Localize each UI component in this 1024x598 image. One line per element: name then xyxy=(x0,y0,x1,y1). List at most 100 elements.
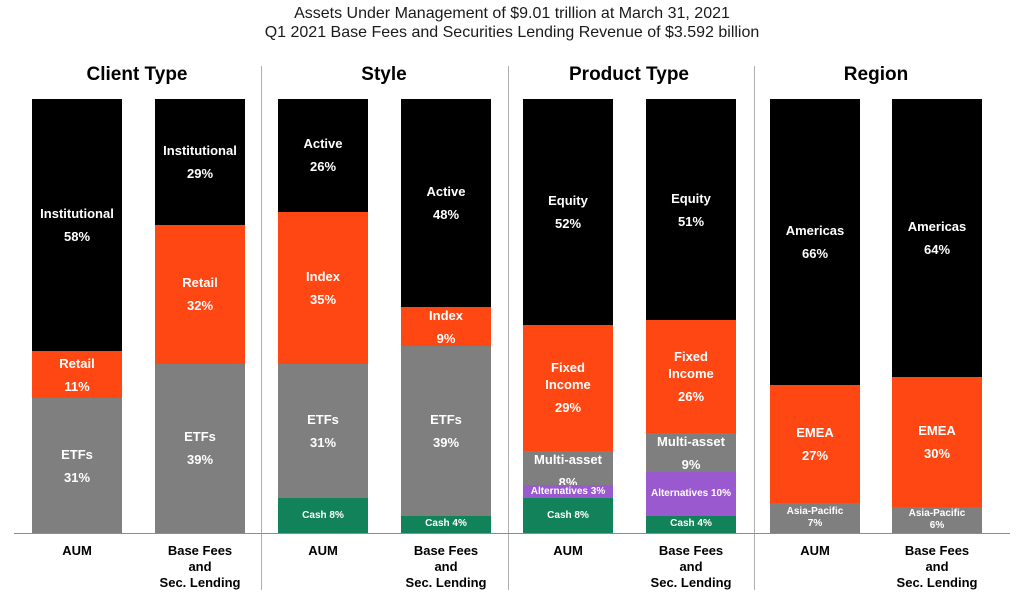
segment-value: 7% xyxy=(807,517,823,529)
segment-label: ETFs 31% xyxy=(272,411,374,451)
segment-value: 39% xyxy=(186,452,214,468)
segment-value: 39% xyxy=(432,435,460,450)
segment-index: Index 35% xyxy=(278,211,368,364)
segment-name: Equity xyxy=(548,192,588,208)
segment-value: 4% xyxy=(694,518,712,530)
segment-emea: EMEA 27% xyxy=(770,385,860,503)
segment-value: 9% xyxy=(436,331,456,347)
segment-value: 35% xyxy=(309,291,337,307)
segment-name: ETFs xyxy=(430,412,462,427)
segment-asia-pacific: Asia-Pacific 7% xyxy=(770,502,860,533)
segment-label: Americas 64% xyxy=(886,218,988,258)
segment-value: 64% xyxy=(923,241,951,257)
segment-label: Index 35% xyxy=(272,268,374,308)
segment-label: Alternatives 3% xyxy=(517,486,619,498)
segment-asia-pacific: Asia-Pacific 6% xyxy=(892,506,982,533)
segment-value: 9% xyxy=(681,457,701,473)
segment-name: ETFs xyxy=(184,429,216,445)
x-axis-label: AUM xyxy=(553,543,583,558)
segment-name: Cash xyxy=(670,518,695,530)
segment-name: Cash xyxy=(547,509,572,521)
x-axis-label: AUM xyxy=(62,543,92,558)
segment-value: 30% xyxy=(923,445,951,461)
segment-value: 32% xyxy=(186,298,214,314)
segment-label: Cash 8% xyxy=(272,510,374,522)
segment-retail: Retail 32% xyxy=(155,224,245,364)
panel-title-region: Region xyxy=(843,64,909,85)
bar-style-aum: Active 26% Index 35% ETFs 31% Cash 8% xyxy=(278,99,368,533)
x-axis-label: Base Fees and Sec. Lending xyxy=(405,543,487,590)
panel-title-product-type: Product Type xyxy=(569,64,689,85)
segment-name: Alternatives xyxy=(530,485,588,497)
chart-title: Assets Under Management of $9.01 trillio… xyxy=(294,5,730,22)
segment-label: ETFs 39% xyxy=(149,428,251,468)
segment-fixed-income: Fixed Income 26% xyxy=(646,320,736,434)
x-axis-label: AUM xyxy=(308,543,338,558)
segment-name: Fixed Income xyxy=(545,360,591,393)
segment-cash: Cash 4% xyxy=(401,515,491,533)
segment-alternatives: Alternatives 10% xyxy=(646,472,736,516)
segment-label: Active 48% xyxy=(395,183,497,223)
bar-region-base-fees: Americas 64% EMEA 30% Asia-Pacific 6% xyxy=(892,99,982,533)
segment-name: Active xyxy=(426,184,466,200)
segment-value: 48% xyxy=(432,207,460,223)
x-axis-label: Base Fees and Sec. Lending xyxy=(159,543,241,590)
segment-label: Asia-Pacific 6% xyxy=(886,508,988,532)
segment-name: Americas xyxy=(907,218,967,234)
segment-cash: Cash 8% xyxy=(523,498,613,533)
segment-label: Americas 66% xyxy=(764,222,866,262)
segment-etfs: ETFs 31% xyxy=(32,398,122,533)
segment-emea: EMEA 30% xyxy=(892,376,982,507)
segment-value: 8% xyxy=(326,509,344,521)
segment-name: Active xyxy=(303,136,343,152)
segment-etfs: ETFs 39% xyxy=(155,363,245,533)
segment-label: Multi-asset 9% xyxy=(640,433,742,473)
segment-label: Retail 32% xyxy=(149,274,251,314)
segment-americas: Americas 66% xyxy=(770,99,860,386)
segment-label: Equity 51% xyxy=(640,190,742,230)
segment-label: Institutional 29% xyxy=(149,142,251,182)
segment-multi-asset: Multi-asset 9% xyxy=(646,433,736,473)
bar-product-type-aum: Equity 52% Fixed Income 29% Multi-asset 8% Alt… xyxy=(523,99,613,533)
segment-cash: Cash 4% xyxy=(646,515,736,533)
segment-label: Asia-Pacific 7% xyxy=(764,506,866,530)
segment-label: Institutional 58% xyxy=(26,205,128,245)
segment-label: Cash 4% xyxy=(395,518,497,530)
panel-title-client-type: Client Type xyxy=(86,64,188,85)
segment-name: Multi-asset xyxy=(657,434,725,450)
segment-value: 29% xyxy=(554,400,582,416)
panel-title-style: Style xyxy=(361,64,407,85)
segment-label: Index 9% xyxy=(395,307,497,347)
segment-label: Active 26% xyxy=(272,135,374,175)
segment-value: 11% xyxy=(64,378,90,394)
segment-etfs: ETFs 31% xyxy=(278,363,368,499)
segment-multi-asset: Multi-asset 8% xyxy=(523,450,613,490)
segment-name: Institutional xyxy=(40,205,114,221)
segment-name: Retail xyxy=(59,355,95,371)
segment-name: Multi-asset xyxy=(534,451,602,467)
segment-label: Retail 11% xyxy=(26,355,128,395)
segment-label: EMEA 27% xyxy=(764,424,866,464)
segment-institutional: Institutional 29% xyxy=(155,99,245,225)
segment-active: Active 48% xyxy=(401,99,491,308)
x-axis-label: Base Fees and Sec. Lending xyxy=(896,543,978,590)
segment-name: EMEA xyxy=(796,425,834,441)
segment-value: 52% xyxy=(554,215,582,231)
segment-name: Asia-Pacific xyxy=(908,507,966,519)
segment-label: Fixed Income 29% xyxy=(517,359,619,416)
segment-cash: Cash 8% xyxy=(278,498,368,533)
segment-name: Index xyxy=(429,308,463,324)
segment-value: 29% xyxy=(186,165,214,181)
x-axis-baseline xyxy=(14,533,1010,534)
segment-label: Cash 8% xyxy=(517,510,619,522)
panel-divider xyxy=(508,66,509,590)
segment-value: 10% xyxy=(708,487,732,499)
segment-name: EMEA xyxy=(918,422,956,438)
segment-label: Fixed Income 26% xyxy=(640,348,742,405)
segment-label: Alternatives 10% xyxy=(640,488,742,500)
segment-value: 66% xyxy=(801,246,829,262)
x-axis-label: Base Fees and Sec. Lending xyxy=(650,543,732,590)
segment-name: Institutional xyxy=(163,142,237,158)
segment-name: Cash xyxy=(425,518,450,530)
segment-value: 6% xyxy=(929,519,945,531)
